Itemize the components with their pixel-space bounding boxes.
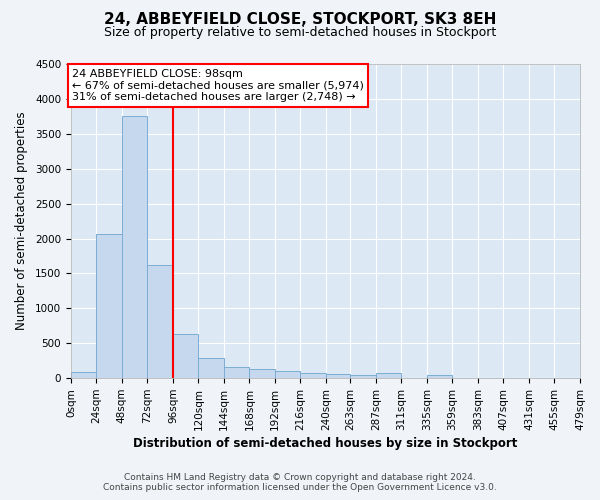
Bar — [350, 376, 376, 378]
Bar — [148, 265, 173, 378]
Bar — [275, 371, 301, 378]
Bar — [224, 366, 250, 378]
Bar — [97, 234, 122, 378]
Bar — [173, 334, 199, 378]
Bar — [71, 372, 97, 378]
Text: Size of property relative to semi-detached houses in Stockport: Size of property relative to semi-detach… — [104, 26, 496, 39]
Text: Contains HM Land Registry data © Crown copyright and database right 2024.
Contai: Contains HM Land Registry data © Crown c… — [103, 473, 497, 492]
Bar — [122, 116, 148, 378]
Bar — [376, 373, 401, 378]
Bar — [199, 358, 224, 378]
Y-axis label: Number of semi-detached properties: Number of semi-detached properties — [15, 112, 28, 330]
Bar — [326, 374, 350, 378]
Bar — [250, 369, 275, 378]
X-axis label: Distribution of semi-detached houses by size in Stockport: Distribution of semi-detached houses by … — [133, 437, 518, 450]
Bar — [301, 372, 326, 378]
Text: 24 ABBEYFIELD CLOSE: 98sqm
← 67% of semi-detached houses are smaller (5,974)
31%: 24 ABBEYFIELD CLOSE: 98sqm ← 67% of semi… — [72, 69, 364, 102]
Text: 24, ABBEYFIELD CLOSE, STOCKPORT, SK3 8EH: 24, ABBEYFIELD CLOSE, STOCKPORT, SK3 8EH — [104, 12, 496, 28]
Bar — [427, 376, 452, 378]
